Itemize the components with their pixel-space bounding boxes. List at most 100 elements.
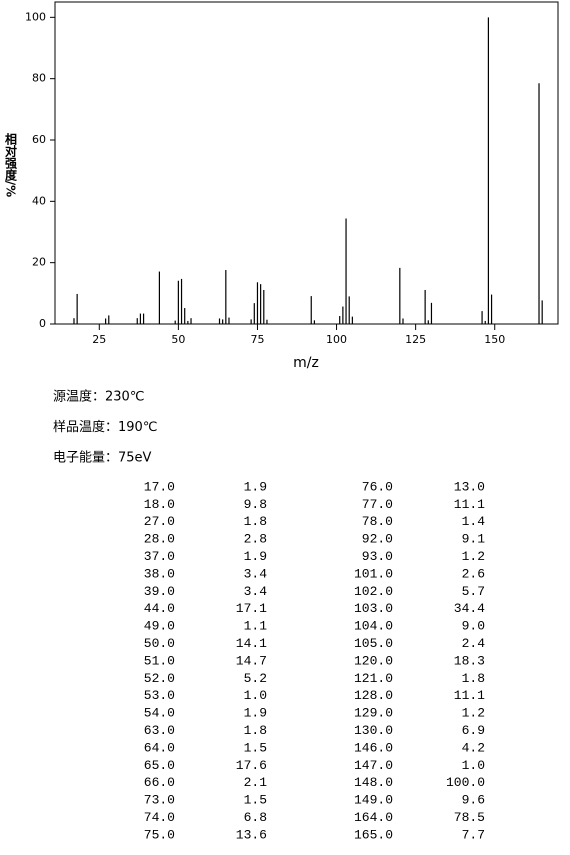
table-cell: 77.0 (362, 497, 393, 512)
y-tick-label: 60 (32, 133, 46, 146)
table-cell: 9.6 (462, 793, 485, 808)
table-cell: 147.0 (354, 758, 393, 773)
table-cell: 18.3 (454, 653, 485, 668)
table-cell: 50.0 (144, 636, 175, 651)
table-cell: 14.7 (236, 653, 267, 668)
table-cell: 7.7 (462, 827, 485, 842)
table-cell: 51.0 (144, 653, 175, 668)
table-cell: 148.0 (354, 775, 393, 790)
y-tick-label: 0 (39, 317, 46, 330)
table-cell: 1.2 (462, 706, 485, 721)
info-line: 样品温度：190℃ (53, 419, 157, 435)
table-cell: 1.9 (244, 479, 267, 494)
table-cell: 17.0 (144, 479, 175, 494)
table-cell: 44.0 (144, 601, 175, 616)
table-cell: 92.0 (362, 532, 393, 547)
table-cell: 39.0 (144, 584, 175, 599)
y-tick-label: 20 (32, 256, 46, 269)
table-cell: 128.0 (354, 688, 393, 703)
table-cell: 1.8 (244, 723, 267, 738)
table-cell: 1.0 (462, 758, 485, 773)
table-cell: 65.0 (144, 758, 175, 773)
table-cell: 9.0 (462, 619, 485, 634)
table-cell: 75.0 (144, 827, 175, 842)
table-cell: 11.1 (454, 497, 485, 512)
table-cell: 100.0 (446, 775, 485, 790)
table-cell: 78.0 (362, 514, 393, 529)
table-cell: 13.6 (236, 827, 267, 842)
table-cell: 1.4 (462, 514, 486, 529)
x-tick-label: 150 (484, 333, 505, 346)
table-cell: 1.9 (244, 549, 267, 564)
table-cell: 6.8 (244, 810, 267, 825)
table-cell: 37.0 (144, 549, 175, 564)
table-cell: 164.0 (354, 810, 393, 825)
table-cell: 34.4 (454, 601, 485, 616)
table-cell: 64.0 (144, 740, 175, 755)
table-cell: 18.0 (144, 497, 175, 512)
table-cell: 49.0 (144, 619, 175, 634)
table-cell: 1.8 (244, 514, 267, 529)
y-tick-label: 100 (25, 10, 46, 23)
table-cell: 76.0 (362, 479, 393, 494)
table-cell: 53.0 (144, 688, 175, 703)
x-tick-label: 125 (405, 333, 426, 346)
table-cell: 121.0 (354, 671, 393, 686)
table-cell: 17.6 (236, 758, 267, 773)
table-cell: 2.8 (244, 532, 267, 547)
table-cell: 74.0 (144, 810, 175, 825)
table-cell: 17.1 (236, 601, 267, 616)
table-cell: 3.4 (244, 566, 268, 581)
table-cell: 52.0 (144, 671, 175, 686)
table-cell: 27.0 (144, 514, 175, 529)
info-line: 源温度：230℃ (53, 389, 144, 405)
table-cell: 9.1 (462, 532, 486, 547)
table-cell: 54.0 (144, 706, 175, 721)
table-cell: 3.4 (244, 584, 268, 599)
table-cell: 63.0 (144, 723, 175, 738)
table-cell: 9.8 (244, 497, 267, 512)
table-cell: 1.9 (244, 706, 267, 721)
table-cell: 11.1 (454, 688, 485, 703)
table-cell: 103.0 (354, 601, 393, 616)
table-cell: 78.5 (454, 810, 485, 825)
table-cell: 14.1 (236, 636, 267, 651)
x-tick-label: 50 (171, 333, 185, 346)
table-cell: 2.4 (462, 636, 486, 651)
table-cell: 1.5 (244, 793, 267, 808)
table-cell: 1.8 (462, 671, 485, 686)
table-cell: 66.0 (144, 775, 175, 790)
table-cell: 165.0 (354, 827, 393, 842)
table-cell: 13.0 (454, 479, 485, 494)
table-cell: 149.0 (354, 793, 393, 808)
table-cell: 5.7 (462, 584, 485, 599)
table-cell: 2.1 (244, 775, 268, 790)
table-cell: 38.0 (144, 566, 175, 581)
table-cell: 104.0 (354, 619, 393, 634)
table-cell: 5.2 (244, 671, 267, 686)
table-cell: 4.2 (462, 740, 485, 755)
x-axis-label: m/z (293, 355, 319, 371)
y-tick-label: 40 (32, 194, 46, 207)
y-axis-label: 相对强度/% (4, 131, 18, 197)
table-cell: 105.0 (354, 636, 393, 651)
table-cell: 6.9 (462, 723, 485, 738)
table-cell: 1.5 (244, 740, 267, 755)
table-cell: 146.0 (354, 740, 393, 755)
y-tick-label: 80 (32, 72, 46, 85)
info-line: 电子能量：75eV (53, 451, 152, 466)
x-tick-label: 100 (326, 333, 347, 346)
x-tick-label: 75 (250, 333, 264, 346)
table-cell: 120.0 (354, 653, 393, 668)
table-cell: 93.0 (362, 549, 393, 564)
table-cell: 73.0 (144, 793, 175, 808)
table-cell: 28.0 (144, 532, 175, 547)
table-cell: 1.1 (244, 619, 268, 634)
table-cell: 130.0 (354, 723, 393, 738)
table-cell: 1.2 (462, 549, 485, 564)
x-tick-label: 25 (92, 333, 106, 346)
table-cell: 101.0 (354, 566, 393, 581)
table-cell: 129.0 (354, 706, 393, 721)
